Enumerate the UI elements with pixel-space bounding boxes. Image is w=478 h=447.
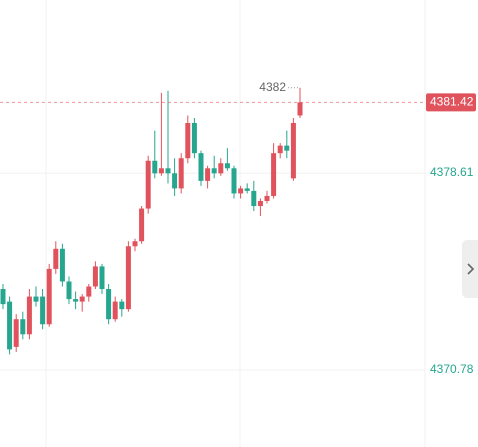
- candle-body: [231, 168, 237, 194]
- candle-body: [139, 208, 145, 242]
- expand-button[interactable]: [462, 240, 478, 298]
- candle-body: [191, 123, 197, 154]
- candle-body: [20, 319, 26, 335]
- candle-body: [106, 289, 112, 320]
- candle-body: [297, 102, 303, 116]
- candle-body: [271, 153, 277, 196]
- candle-body: [290, 123, 296, 179]
- candle-body: [119, 301, 125, 310]
- y-tick-label: 4378.61: [430, 165, 474, 179]
- candle-body: [251, 190, 257, 207]
- button-bg[interactable]: [462, 240, 478, 298]
- candle-body: [46, 268, 52, 325]
- last-price-tag: [426, 93, 476, 112]
- candle-body: [178, 158, 184, 189]
- candle-body: [211, 168, 217, 174]
- candle-body: [13, 319, 19, 347]
- candle-body: [152, 160, 158, 174]
- high-label: 4382: [259, 80, 286, 94]
- candle-body: [165, 168, 171, 174]
- candle-body: [257, 200, 263, 207]
- candle-body: [59, 248, 65, 282]
- candle-body: [277, 145, 283, 154]
- candle-body: [172, 173, 178, 189]
- candle-body: [145, 160, 151, 209]
- chevron-icon[interactable]: [467, 263, 475, 275]
- candle-body: [224, 163, 230, 169]
- candle-body: [185, 123, 191, 159]
- candle-body: [125, 246, 131, 310]
- candle-body: [264, 195, 270, 201]
- candle-body: [284, 145, 290, 151]
- candle-body: [132, 241, 138, 247]
- candle-body: [244, 188, 250, 191]
- candle-body: [79, 296, 85, 302]
- candle-body: [205, 168, 211, 181]
- candle-body: [92, 266, 98, 287]
- candle-body: [218, 163, 224, 174]
- candle-body: [40, 296, 46, 325]
- candle-body: [53, 248, 59, 269]
- candle-body: [26, 296, 32, 335]
- candle-body: [7, 301, 13, 350]
- candle-body: [73, 299, 79, 302]
- candle-body: [238, 188, 244, 194]
- y-tick-label: 4370.78: [430, 362, 474, 376]
- candle-body: [66, 281, 72, 300]
- candle-body: [86, 286, 92, 297]
- candle-body: [99, 266, 105, 290]
- candle-body: [33, 296, 39, 302]
- candle-body: [158, 168, 164, 174]
- last-price-label: 4381.42: [430, 95, 474, 109]
- candle-body: [198, 153, 204, 181]
- candle-body: [0, 289, 6, 305]
- candle-body: [112, 301, 118, 320]
